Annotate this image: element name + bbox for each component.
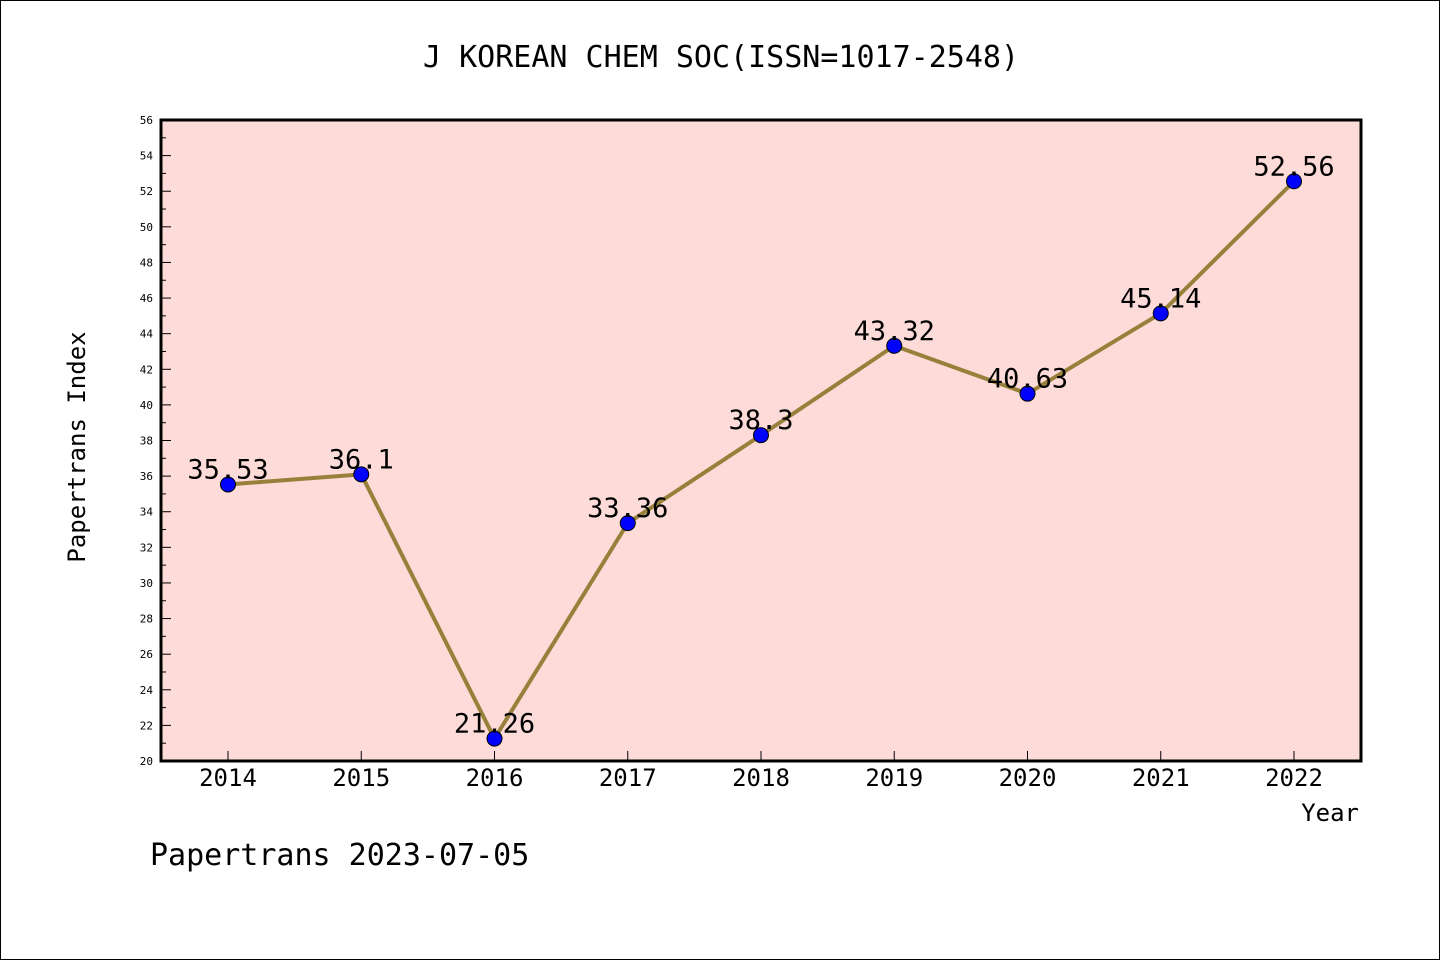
x-tick-label: 2021 bbox=[1132, 764, 1190, 792]
data-label: 21.26 bbox=[454, 709, 535, 740]
y-tick-label: 22 bbox=[140, 719, 153, 732]
y-tick-label: 34 bbox=[140, 506, 154, 519]
footer-text: Papertrans 2023-07-05 bbox=[150, 838, 529, 873]
data-point-marker bbox=[220, 476, 236, 493]
y-tick-label: 50 bbox=[140, 221, 153, 234]
x-tick-label: 2019 bbox=[865, 764, 923, 792]
data-label: 35.53 bbox=[187, 454, 268, 485]
y-tick-label: 52 bbox=[140, 185, 153, 198]
x-tick-label: 2022 bbox=[1265, 764, 1323, 792]
data-label: 40.63 bbox=[987, 364, 1068, 395]
y-tick-label: 40 bbox=[140, 399, 153, 412]
data-point-marker bbox=[1286, 173, 1302, 190]
data-point-marker bbox=[619, 515, 636, 532]
data-label: 45.14 bbox=[1120, 283, 1201, 314]
data-point-marker bbox=[353, 466, 370, 483]
data-point-marker bbox=[1019, 385, 1036, 402]
data-label: 33.36 bbox=[587, 493, 668, 524]
data-point-marker bbox=[1152, 305, 1169, 322]
y-tick-label: 24 bbox=[140, 684, 154, 697]
data-point-marker bbox=[886, 337, 903, 354]
plot-border bbox=[159, 118, 1363, 763]
y-axis-label: Papertrans Index bbox=[63, 331, 91, 562]
x-axis-label: Year bbox=[1301, 799, 1359, 827]
y-tick-label: 56 bbox=[140, 114, 153, 127]
y-tick-label: 32 bbox=[140, 541, 153, 554]
x-tick-label: 2015 bbox=[332, 764, 390, 792]
x-tick-label: 2014 bbox=[199, 764, 257, 792]
data-label: 36.1 bbox=[329, 444, 394, 475]
y-tick-label: 30 bbox=[140, 577, 153, 590]
y-tick-label: 54 bbox=[140, 150, 154, 163]
x-tick-label: 2020 bbox=[999, 764, 1057, 792]
data-label: 38.3 bbox=[728, 405, 793, 436]
y-tick-label: 36 bbox=[140, 470, 153, 483]
y-tick-label: 26 bbox=[140, 648, 153, 661]
chart-title: J KOREAN CHEM SOC(ISSN=1017-2548) bbox=[423, 40, 1019, 75]
x-tick-label: 2016 bbox=[466, 764, 524, 792]
x-tick-label: 2018 bbox=[732, 764, 790, 792]
y-tick-label: 46 bbox=[140, 292, 153, 305]
y-tick-label: 42 bbox=[140, 363, 153, 376]
y-tick-label: 28 bbox=[140, 613, 153, 626]
x-tick-label: 2017 bbox=[599, 764, 657, 792]
data-label: 43.32 bbox=[854, 316, 935, 347]
y-tick-label: 20 bbox=[140, 755, 153, 768]
y-tick-label: 48 bbox=[140, 256, 153, 269]
y-tick-label: 38 bbox=[140, 435, 153, 448]
y-tick-label: 44 bbox=[140, 328, 154, 341]
plot-area: 2022242628303234363840424446485052545620… bbox=[140, 114, 1363, 792]
data-point-marker bbox=[753, 427, 769, 444]
data-label: 52.56 bbox=[1253, 151, 1334, 182]
data-point-marker bbox=[486, 730, 503, 747]
